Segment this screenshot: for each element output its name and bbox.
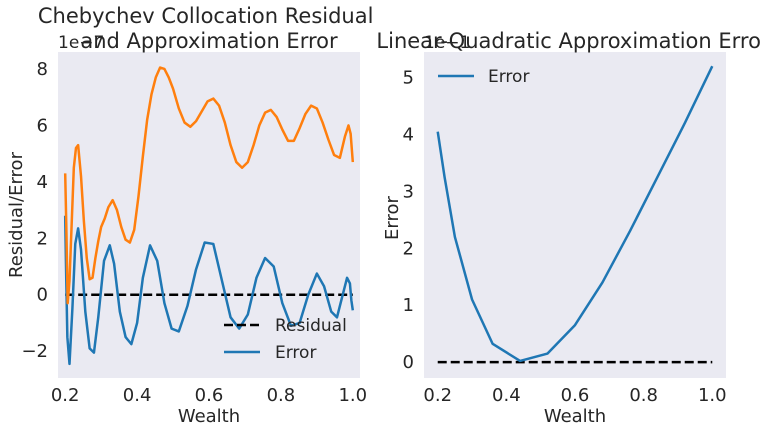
left-x-tick-label: 0.6 — [195, 385, 224, 406]
right-x-tick-label: 1.0 — [698, 385, 727, 406]
right-legend-error-label: Error — [488, 67, 529, 87]
left-series-2-line — [63, 66, 355, 305]
left-chart-title: Chebychev Collocation Residual and Appro… — [38, 4, 380, 53]
left-y-tick-label: 8 — [37, 59, 48, 80]
left-x-tick-label: 0.4 — [123, 385, 152, 406]
left-y-tick-label: 0 — [37, 285, 48, 306]
right-error-line — [436, 65, 714, 363]
right-x-tick-label: 0.2 — [423, 385, 452, 406]
right-chart-title: Linear-Quadratic Approximation Error — [376, 29, 760, 53]
left-x-tick-label: 0.2 — [51, 385, 80, 406]
right-chart: 0.2 0.4 0.6 0.8 1.0 0 1 2 3 4 5 1e−1 Linear-Quadra… — [376, 29, 760, 427]
left-x-tick-label: 0.8 — [267, 385, 296, 406]
right-marks: 0.2 0.4 0.6 0.8 1.0 0 1 2 3 4 5 — [403, 65, 727, 406]
right-x-axis-label: Wealth — [544, 406, 606, 427]
left-legend-residual-label: Residual — [275, 316, 347, 336]
left-y-tick-label: 2 — [37, 228, 48, 249]
right-y-tick-label: 1 — [403, 295, 414, 316]
left-y-offset-label: 1e−7 — [58, 33, 104, 53]
right-plot-area — [424, 52, 726, 378]
left-y-tick-label: −2 — [21, 341, 48, 362]
left-y-tick-label: 4 — [37, 172, 48, 193]
right-y-tick-label: 5 — [403, 68, 414, 89]
right-x-tick-label: 0.8 — [629, 385, 658, 406]
right-x-tick-label: 0.4 — [492, 385, 521, 406]
right-legend: Error — [438, 67, 529, 87]
right-y-tick-label: 3 — [403, 181, 414, 202]
right-y-axis-label: Error — [382, 195, 403, 239]
right-y-tick-label: 0 — [403, 352, 414, 373]
left-x-tick-label: 1.0 — [338, 385, 367, 406]
right-y-tick-label: 2 — [403, 238, 414, 259]
left-legend: Residual Error — [224, 316, 347, 363]
right-y-offset-label: 1e−1 — [424, 33, 470, 53]
left-x-axis-label: Wealth — [178, 406, 240, 427]
left-legend-error-label: Error — [275, 343, 316, 363]
left-marks: 0.2 0.4 0.6 0.8 1.0 −2 0 2 4 6 8 — [21, 59, 367, 406]
left-error-line — [63, 215, 355, 366]
right-y-tick-label: 4 — [403, 124, 414, 145]
left-chart: 0.2 0.4 0.6 0.8 1.0 −2 0 2 4 6 8 Chebychev Colloca… — [6, 4, 380, 427]
left-y-axis-label: Residual/Error — [6, 151, 27, 278]
left-y-tick-label: 6 — [37, 115, 48, 136]
right-x-tick-label: 0.6 — [561, 385, 590, 406]
